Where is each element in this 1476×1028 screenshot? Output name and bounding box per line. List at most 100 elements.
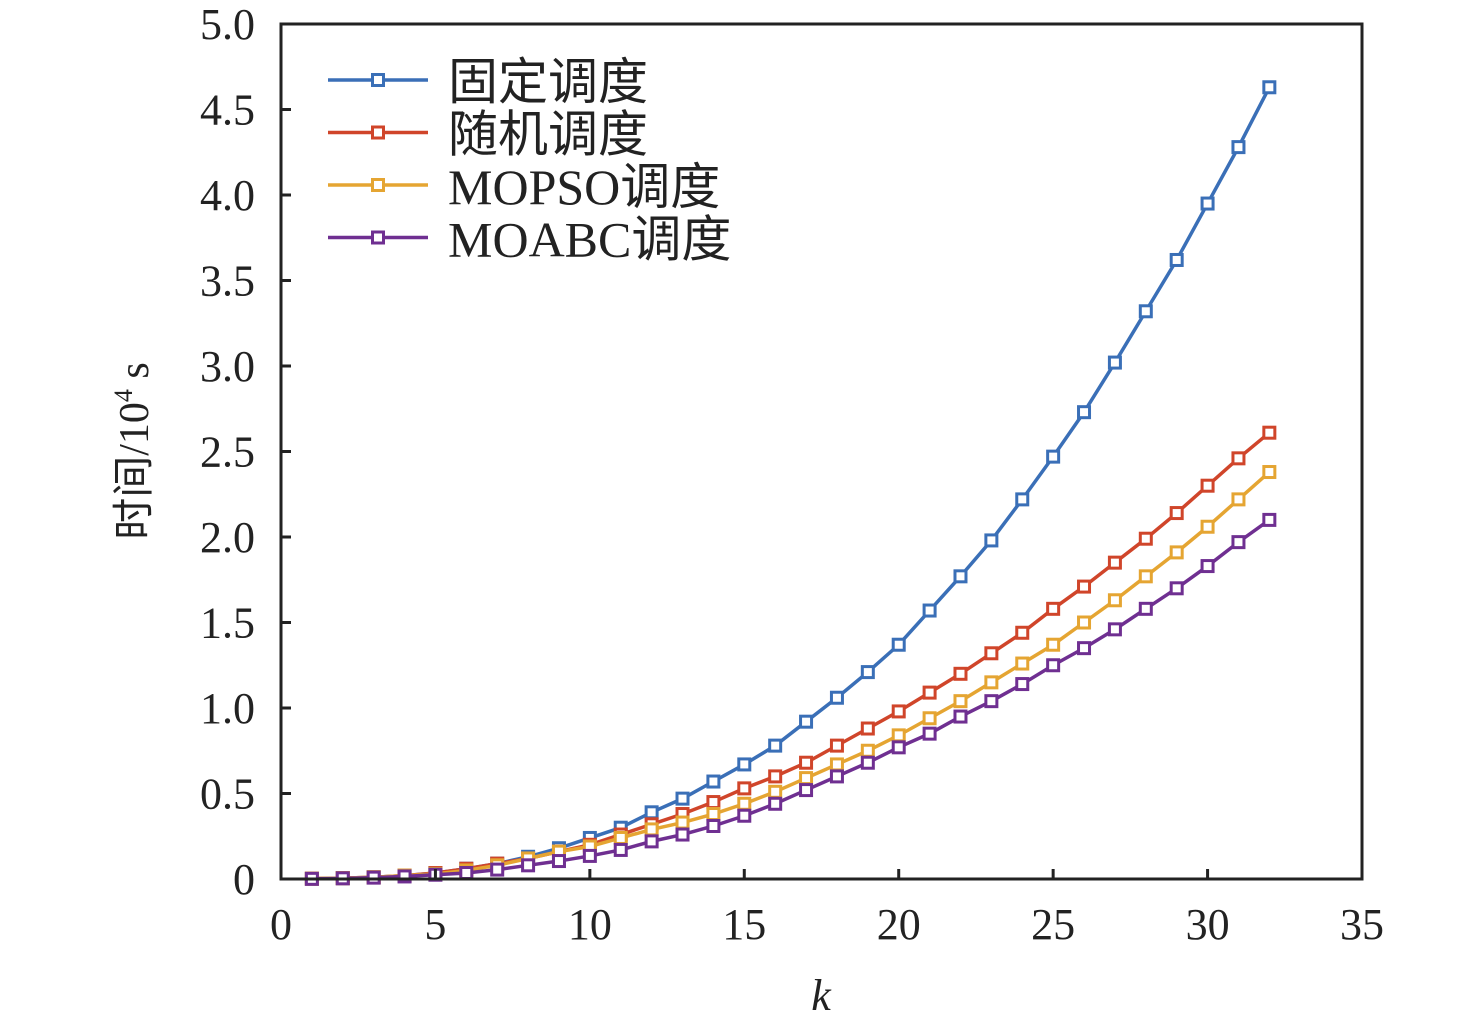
data-point — [1015, 625, 1030, 640]
legend-item: 随机调度 — [328, 107, 648, 163]
data-point — [551, 854, 566, 869]
x-tick-label: 15 — [722, 900, 766, 949]
y-tick-label: 0 — [233, 855, 255, 904]
legend-item: MOPSO调度 — [328, 159, 720, 215]
data-point — [922, 685, 937, 700]
data-point — [984, 694, 999, 709]
y-tick-label: 0.5 — [200, 770, 255, 819]
data-point — [799, 783, 814, 798]
data-point — [1046, 449, 1061, 464]
x-tick-label: 0 — [270, 900, 292, 949]
data-point — [1200, 519, 1215, 534]
data-point — [922, 603, 937, 618]
data-point — [1107, 622, 1122, 637]
legend-marker — [371, 73, 385, 87]
data-point — [737, 796, 752, 811]
data-point — [860, 665, 875, 680]
data-point — [737, 781, 752, 796]
data-point — [1138, 601, 1153, 616]
data-point — [799, 755, 814, 770]
data-point — [1262, 80, 1277, 95]
data-point — [644, 834, 659, 849]
y-tick-label: 2.5 — [200, 428, 255, 477]
data-point — [860, 721, 875, 736]
data-point — [891, 740, 906, 755]
data-point — [1107, 355, 1122, 370]
data-point — [1107, 593, 1122, 608]
legend-item: MOABC调度 — [328, 212, 731, 268]
data-point — [1077, 615, 1092, 630]
y-axis-label-exponent: 4 — [109, 389, 138, 402]
data-point — [1200, 559, 1215, 574]
x-axis: 0 5 10 15 20 25 30 35 — [270, 869, 1384, 949]
legend-item: 固定调度 — [328, 54, 648, 110]
data-point — [737, 757, 752, 772]
data-point — [799, 714, 814, 729]
y-tick-label: 4.0 — [200, 171, 255, 220]
data-point — [799, 771, 814, 786]
data-point — [582, 848, 597, 863]
data-point — [397, 869, 412, 884]
data-point — [675, 791, 690, 806]
data-point — [1200, 478, 1215, 493]
data-point — [1107, 555, 1122, 570]
data-point — [613, 830, 628, 845]
data-point — [675, 815, 690, 830]
series-layer — [304, 80, 1277, 886]
plot-frame — [279, 22, 1364, 881]
data-point — [922, 726, 937, 741]
data-point — [1138, 531, 1153, 546]
data-point — [953, 709, 968, 724]
data-point — [1169, 506, 1184, 521]
data-point — [1262, 465, 1277, 480]
data-point — [1046, 658, 1061, 673]
x-tick-label: 5 — [424, 900, 446, 949]
data-point — [1138, 304, 1153, 319]
data-point — [1077, 579, 1092, 594]
data-point — [860, 755, 875, 770]
data-point — [644, 805, 659, 820]
y-tick-label: 3.5 — [200, 257, 255, 306]
legend-label: 随机调度 — [448, 107, 648, 163]
data-point — [953, 666, 968, 681]
data-point — [984, 646, 999, 661]
data-point — [1231, 535, 1246, 550]
x-tick-label: 35 — [1340, 900, 1384, 949]
data-point — [1138, 569, 1153, 584]
data-point — [675, 827, 690, 842]
data-point — [860, 743, 875, 758]
legend-label: 固定调度 — [448, 54, 648, 110]
y-tick-label: 5.0 — [200, 0, 255, 49]
data-point — [1015, 492, 1030, 507]
data-point — [1200, 196, 1215, 211]
data-point — [984, 675, 999, 690]
data-point — [706, 795, 721, 810]
data-point — [1231, 451, 1246, 466]
y-tick-label: 2.0 — [200, 513, 255, 562]
series-line — [311, 470, 1271, 881]
data-point — [459, 866, 474, 881]
data-point — [1077, 405, 1092, 420]
data-point — [891, 637, 906, 652]
series-line — [311, 431, 1271, 881]
x-tick-label: 20 — [877, 900, 921, 949]
legend-marker — [371, 230, 385, 245]
y-axis-label: 时间/104 s — [109, 362, 158, 540]
data-point — [706, 774, 721, 789]
y-axis-label-unit: s — [112, 362, 158, 389]
data-point — [953, 569, 968, 584]
data-point — [768, 796, 783, 811]
x-tick-label: 25 — [1031, 900, 1075, 949]
x-tick-label: 10 — [568, 900, 612, 949]
data-point — [768, 738, 783, 753]
legend-label: MOABC调度 — [448, 212, 731, 268]
data-point — [829, 738, 844, 753]
data-point — [922, 711, 937, 726]
legend-marker — [371, 178, 385, 192]
y-tick-label: 1.5 — [200, 599, 255, 648]
data-point — [1015, 677, 1030, 692]
data-point — [1015, 656, 1030, 671]
data-point — [891, 704, 906, 719]
